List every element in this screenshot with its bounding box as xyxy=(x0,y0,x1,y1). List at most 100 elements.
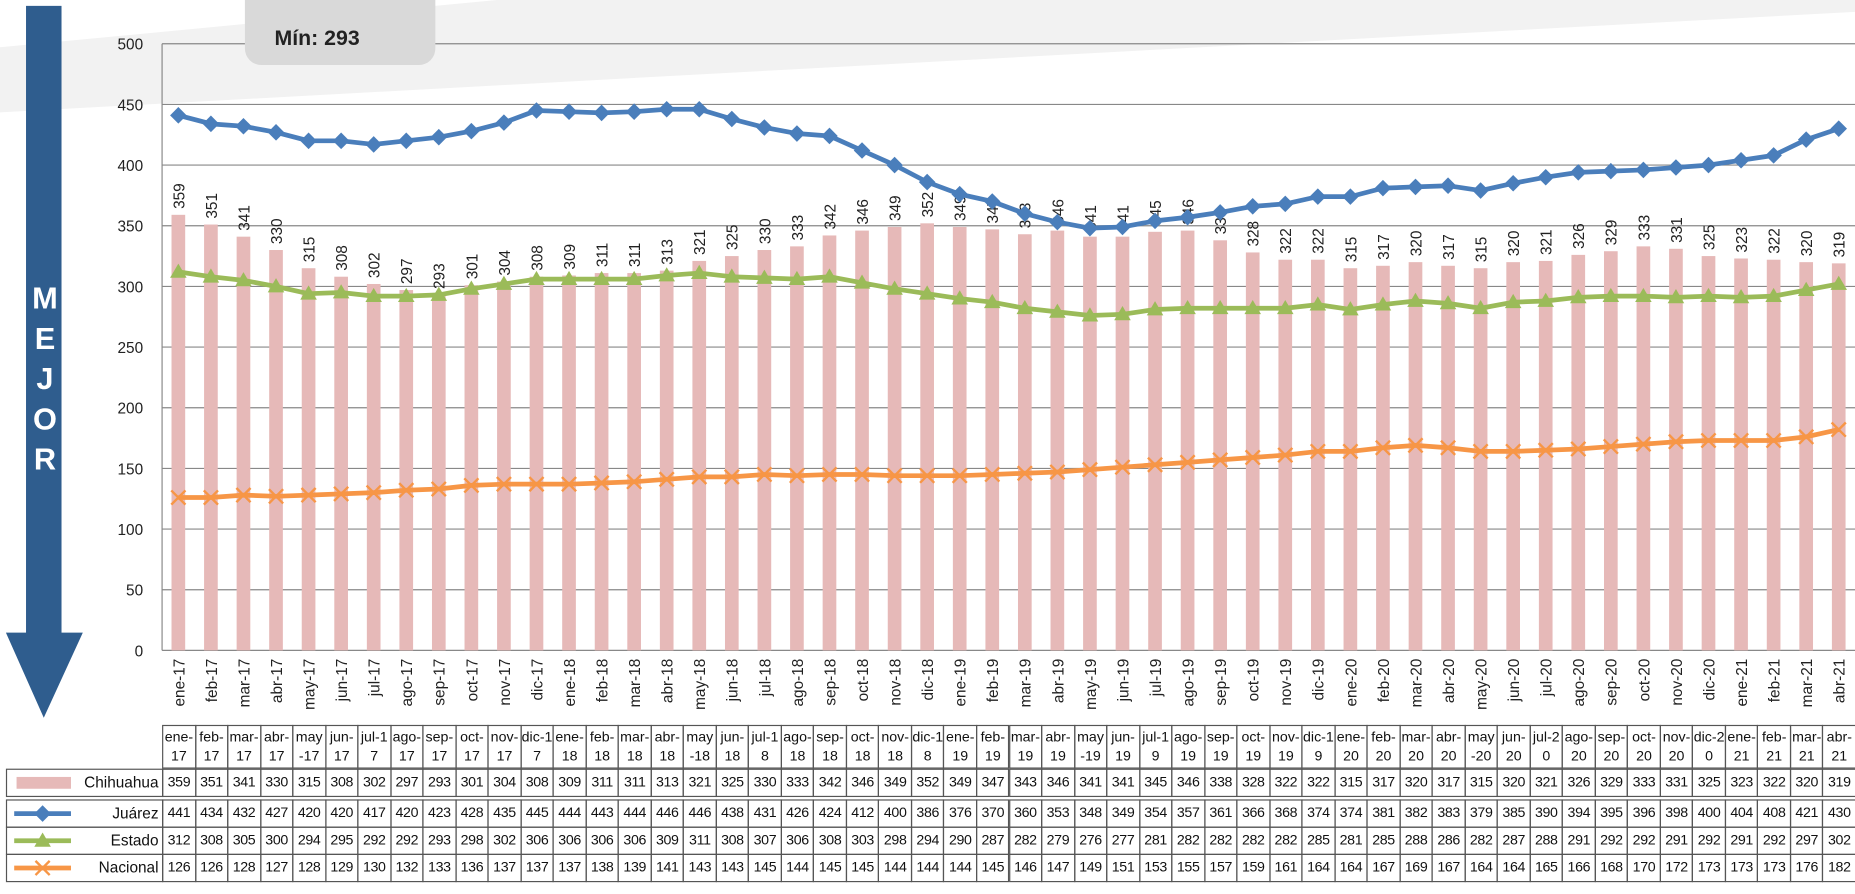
marker xyxy=(691,468,708,485)
marker xyxy=(333,485,350,502)
table-cell: 285 xyxy=(1366,826,1401,855)
bar xyxy=(334,276,348,651)
table-cell: 151 xyxy=(1106,853,1140,883)
x-tick-label: may-20 xyxy=(1474,659,1491,710)
marker xyxy=(495,476,512,493)
bar xyxy=(1115,236,1130,651)
table-cell: 169 xyxy=(1399,853,1433,883)
table-header: abr-20 xyxy=(1431,724,1466,769)
marker xyxy=(983,293,1001,309)
marker xyxy=(723,268,741,283)
marker xyxy=(268,488,284,505)
marker xyxy=(1504,293,1522,309)
table-cell: 420 xyxy=(389,799,424,828)
table-header: sep-19 xyxy=(1203,724,1238,769)
bar xyxy=(822,235,837,651)
table-cell: 311 xyxy=(682,826,717,855)
table-cell: 385 xyxy=(1496,799,1531,828)
table-header: sep-20 xyxy=(1594,724,1629,769)
table-cell: 349 xyxy=(1106,799,1140,828)
table-cell: 173 xyxy=(1692,853,1726,883)
data-label: 317 xyxy=(1376,234,1393,260)
marker xyxy=(756,119,773,136)
table-cell: 390 xyxy=(1529,799,1564,828)
marker xyxy=(1146,301,1164,316)
table-cell: 308 xyxy=(520,768,554,798)
table-header: ago-18 xyxy=(780,724,815,769)
table-cell: 173 xyxy=(1724,853,1759,883)
table-header: abr-19 xyxy=(1041,724,1075,769)
data-label: 321 xyxy=(1539,229,1556,255)
table-cell: 370 xyxy=(975,799,1010,828)
table-cell: 168 xyxy=(1594,853,1629,883)
marker xyxy=(267,124,285,141)
marker xyxy=(886,156,903,174)
marker xyxy=(1667,289,1685,304)
y-tick-label: 350 xyxy=(118,219,144,236)
bar xyxy=(269,250,283,651)
table-cell: 404 xyxy=(1724,799,1759,828)
data-label: 331 xyxy=(1669,217,1686,243)
y-tick-label: 150 xyxy=(118,461,144,478)
data-label: 329 xyxy=(1604,220,1621,246)
x-tick-label: mar-20 xyxy=(1408,659,1425,708)
table-cell: 423 xyxy=(422,799,457,828)
legend-swatch xyxy=(14,805,71,822)
table-cell: 354 xyxy=(1138,799,1173,828)
table-cell: 298 xyxy=(878,826,913,855)
marker xyxy=(1635,436,1652,453)
x-tick-label: sep-18 xyxy=(822,659,839,706)
marker xyxy=(202,268,220,283)
marker xyxy=(853,142,871,159)
bar xyxy=(301,268,316,651)
marker xyxy=(430,481,447,497)
table-cell: 137 xyxy=(487,853,522,883)
marker xyxy=(1537,168,1555,186)
data-label: 321 xyxy=(692,229,709,255)
line xyxy=(178,427,1840,500)
data-label: 311 xyxy=(627,243,644,267)
table-cell: 306 xyxy=(617,826,652,855)
table-cell: 394 xyxy=(1561,799,1596,828)
x-tick-label: sep-20 xyxy=(1604,659,1621,706)
table-cell: 323 xyxy=(1724,768,1759,798)
table-cell: 446 xyxy=(682,799,717,828)
table-cell: 282 xyxy=(1171,826,1206,855)
marker xyxy=(1114,459,1131,476)
table-cell: 426 xyxy=(780,799,815,828)
x-tick-label: sep-17 xyxy=(432,659,449,706)
marker xyxy=(463,477,480,494)
bar xyxy=(1441,265,1455,651)
table-cell: 359 xyxy=(162,768,196,798)
marker xyxy=(300,285,317,300)
x-tick-label: abr-17 xyxy=(269,659,286,703)
x-tick-label: ene-18 xyxy=(562,659,579,707)
marker xyxy=(821,268,838,283)
x-tick-label: ago-17 xyxy=(399,659,416,707)
table-cell: 145 xyxy=(748,853,782,883)
x-tick-label: sep-19 xyxy=(1213,659,1230,706)
table-cell: 308 xyxy=(194,826,229,855)
bar xyxy=(855,230,869,651)
data-label: 309 xyxy=(562,244,579,270)
table-cell: 347 xyxy=(975,768,1010,798)
table-cell: 346 xyxy=(845,768,880,798)
table-header: jul-18 xyxy=(748,724,782,769)
marker xyxy=(951,290,968,305)
table-cell: 126 xyxy=(194,853,229,883)
table-header: mar-18 xyxy=(617,724,652,769)
table-header: ene-19 xyxy=(943,724,978,769)
table-header: jun-20 xyxy=(1496,724,1531,769)
table-cell: 126 xyxy=(162,853,196,883)
bar xyxy=(366,283,381,651)
table-header: may-20 xyxy=(1464,724,1499,769)
data-label: 325 xyxy=(1701,225,1718,251)
data-label: 328 xyxy=(1246,221,1263,247)
table-cell: 172 xyxy=(1659,853,1694,883)
marker xyxy=(1830,421,1847,438)
table-cell: 164 xyxy=(1464,853,1499,883)
table-header: mar-19 xyxy=(1008,724,1043,769)
marker xyxy=(202,115,220,133)
bar xyxy=(1701,256,1716,651)
y-tick-label: 200 xyxy=(118,401,144,418)
